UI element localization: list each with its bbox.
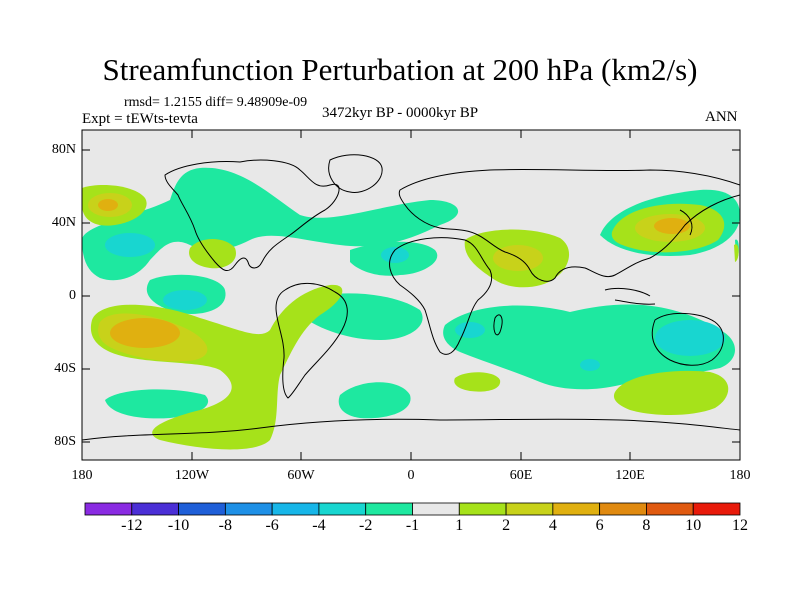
- coast-japan: [679, 209, 693, 236]
- colorbar-label: 12: [732, 517, 748, 534]
- contour-pos3-north-pacific: [98, 199, 118, 211]
- contour-pos-edge-right: [734, 244, 739, 262]
- coast-eurasia: [398, 168, 740, 282]
- colorbar-swatch: [271, 502, 320, 516]
- contour-core-pacific: [105, 233, 155, 257]
- lat-label-0: 0: [69, 288, 76, 303]
- colorbar-label: 8: [642, 517, 651, 534]
- colorbar-swatch: [692, 502, 741, 516]
- colorbar-label: -12: [121, 517, 143, 534]
- colorbar-swatch: [599, 502, 647, 516]
- contour-pos-southern-pacific: [613, 370, 729, 415]
- coastlines: [82, 154, 740, 441]
- contour-neg-indian: [443, 304, 735, 390]
- axis-ticks: [81, 130, 741, 460]
- coast-madagascar: [493, 314, 503, 336]
- contour-core-indian: [455, 322, 485, 338]
- plot-title: Streamfunction Perturbation at 200 hPa (…: [102, 52, 698, 87]
- lat-label-80n: 80N: [51, 142, 76, 157]
- contour-pos-south-atlantic-small: [454, 372, 501, 392]
- colorbar-swatch: [178, 502, 226, 516]
- contour-neg-southern: [338, 382, 411, 419]
- lon-label-120e: 120E: [615, 468, 645, 483]
- experiment-label: Expt = tEWts-tevta: [82, 111, 198, 127]
- colorbar-label: -10: [167, 517, 190, 534]
- colorbar-label: 6: [595, 517, 604, 534]
- contour-pos3-south-pacific: [110, 318, 180, 348]
- colorbar: [84, 502, 741, 516]
- lon-label-60e: 60E: [509, 468, 533, 483]
- colorbar-swatch: [505, 502, 554, 516]
- contour-fill-layer: [82, 154, 740, 450]
- colorbar-swatch: [458, 502, 507, 516]
- colorbar-swatch: [552, 502, 601, 516]
- colorbar-label: 10: [685, 517, 702, 534]
- lon-label-180e: 180: [729, 468, 751, 483]
- colorbar-label: -2: [359, 517, 373, 534]
- colorbar-swatch: [646, 502, 694, 516]
- coast-africa: [389, 237, 493, 355]
- contour-core-eastpacific: [163, 290, 207, 310]
- lat-label-40n: 40N: [51, 215, 76, 230]
- colorbar-swatch: [318, 502, 367, 516]
- colorbar-swatch: [84, 502, 133, 516]
- coast-greenland: [328, 154, 383, 193]
- stats-label: rmsd= 1.2155 diff= 9.48909e-09: [124, 95, 308, 110]
- colorbar-label: -6: [265, 517, 279, 534]
- colorbar-label: 4: [548, 517, 557, 534]
- lat-label-80s: 80S: [54, 434, 76, 449]
- lon-label-180w: 180: [71, 468, 93, 483]
- colorbar-label: -1: [405, 517, 420, 534]
- coast-australia: [651, 312, 724, 366]
- colorbar-swatch: [412, 502, 460, 516]
- season-label: ANN: [705, 109, 738, 125]
- lat-label-40s: 40S: [54, 361, 76, 376]
- colorbar-label: 1: [455, 517, 464, 534]
- colorbar-label: -4: [312, 517, 326, 534]
- colorbar-label: 2: [502, 517, 511, 534]
- colorbar-swatch: [365, 502, 413, 516]
- colorbar-swatch: [131, 502, 179, 516]
- contour-core-atlantic: [381, 247, 409, 263]
- coast-north-america: [164, 159, 340, 272]
- coast-indonesia: [604, 287, 656, 305]
- coast-antarctica: [82, 418, 740, 441]
- coast-south-america: [275, 283, 348, 399]
- contour-pos-mexico: [189, 239, 236, 269]
- lon-label-0: 0: [407, 468, 415, 483]
- colorbar-swatch: [224, 502, 273, 516]
- contour-core-indian2: [580, 359, 600, 371]
- colorbar-label: -8: [218, 517, 232, 534]
- lon-label-60w: 60W: [287, 468, 315, 483]
- contour-neg-north-pacific: [82, 167, 459, 281]
- lon-label-120w: 120W: [174, 468, 210, 483]
- contour-core-australia: [655, 320, 725, 356]
- contour-neg-southpacific: [105, 389, 209, 419]
- period-label: 3472kyr BP - 0000kyr BP: [322, 105, 479, 121]
